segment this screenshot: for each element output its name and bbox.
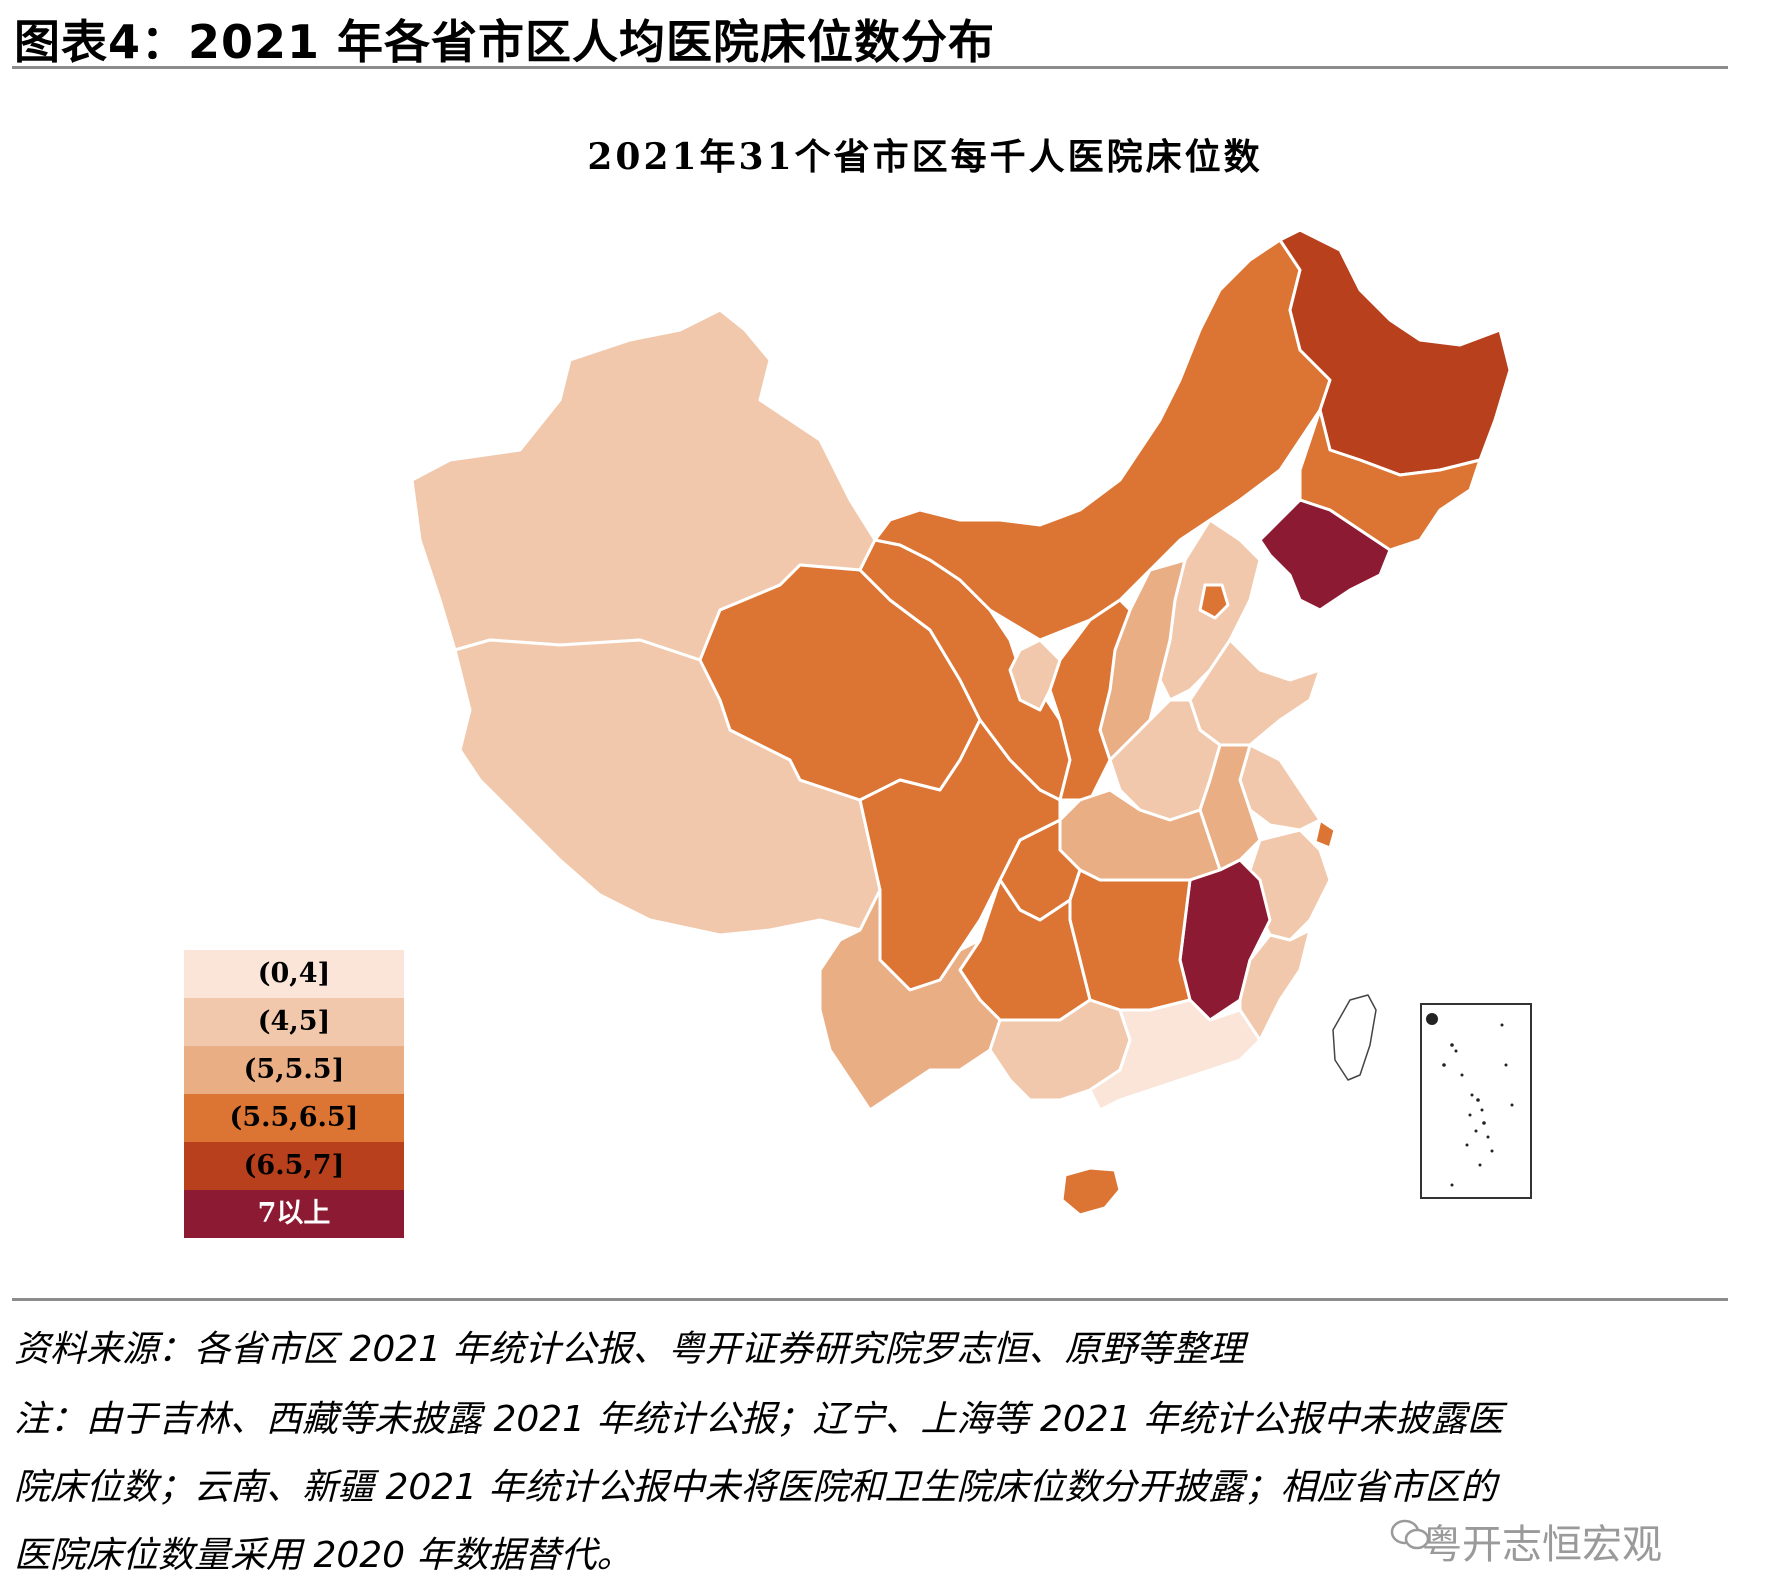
south-china-sea-islands-icon [1426,1013,1514,1187]
footnote-line-1: 注：由于吉林、西藏等未披露 2021 年统计公报；辽宁、上海等 2021 年统计… [14,1399,1504,1440]
legend-item-5-5.5: (5,5.5] [184,1046,404,1094]
legend-item-0-4: (0,4] [184,950,404,998]
region-beijing [1198,583,1230,620]
map-legend: (0,4] (4,5] (5,5.5] (5.5,6.5] (6.5,7] 7以… [184,950,404,1238]
legend-item-4-5: (4,5] [184,998,404,1046]
map-title: 2021年31个省市区每千人医院床位数 [587,136,1263,178]
source-note: 资料来源：各省市区 2021 年统计公报、粤开证券研究院罗志恒、原野等整理 [14,1329,1245,1370]
region-taiwan [1332,994,1377,1081]
region-yunnan [818,888,1002,1112]
region-liaoning [1258,498,1392,612]
top-divider [12,66,1728,69]
figure-title: 图表4：2021 年各省市区人均医院床位数分布 [14,15,996,69]
region-jilin [1298,408,1482,552]
footnote-line-2: 院床位数；云南、新疆 2021 年统计公报中未将医院和卫生院床位数分开披露；相应… [14,1467,1497,1508]
legend-item-5.5-6.5: (5.5,6.5] [184,1094,404,1142]
region-shandong [1188,638,1322,747]
legend-item-6.5-7: (6.5,7] [184,1142,404,1190]
region-ningxia [1008,638,1062,712]
legend-item-7-plus: 7以上 [184,1190,404,1238]
watermark-text: 粤开志恒宏观 [1422,1522,1662,1568]
region-shanghai [1313,818,1337,850]
footnote-line-3: 医院床位数量采用 2020 年数据替代。 [14,1535,633,1576]
region-shaanxi [1048,598,1132,802]
bottom-divider [12,1298,1728,1301]
region-fujian [1238,928,1312,1042]
south-china-sea-inset [1420,1003,1532,1199]
wechat-icon [1390,1519,1430,1550]
region-hainan [1060,1166,1122,1217]
region-guangdong [1088,998,1262,1112]
